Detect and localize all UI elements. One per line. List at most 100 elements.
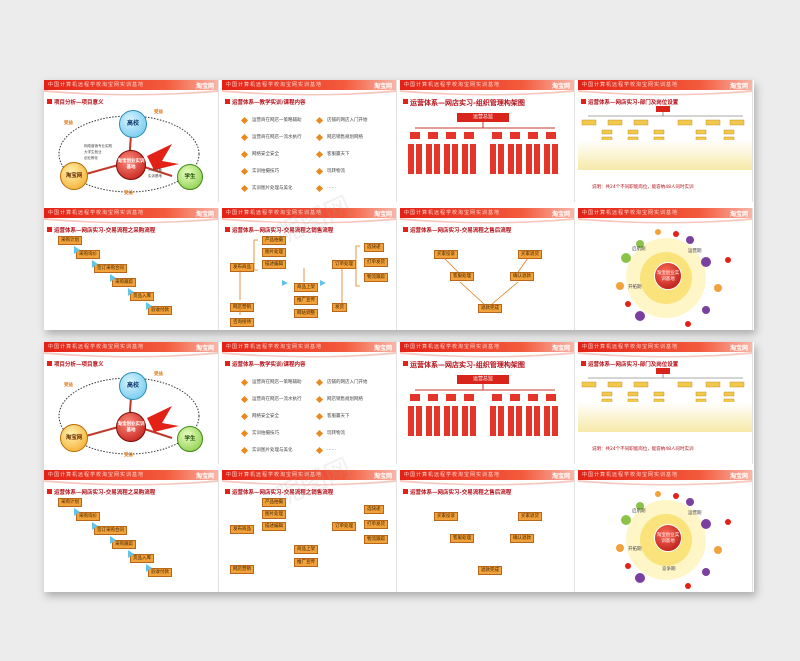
course-item: 玩转物流	[327, 169, 345, 174]
flow-step: 买家退货	[518, 512, 542, 521]
bullet-icon	[315, 395, 324, 404]
org-tree	[408, 384, 558, 436]
slide-course-content: 中国计算机远程学校淘宝网实训基地 淘宝网 运营体系—教学实训/课程内容 运营商在…	[222, 80, 397, 202]
org-tree	[408, 122, 558, 174]
slide-org-chart: 中国计算机远程学校淘宝网实训基地 淘宝网 运营体系—网店实习-组织管理构架图 运…	[400, 342, 575, 464]
flow-step: 发布商品	[230, 263, 254, 272]
flow-step: 买家投诉	[434, 250, 458, 259]
header-swoosh	[578, 90, 752, 96]
node-student: 学生	[177, 164, 203, 190]
arrow-text: 大学生就业	[84, 150, 102, 154]
taobao-logo: 淘宝网	[195, 83, 214, 90]
flow-step: 货品入库	[130, 292, 154, 301]
flow-step: 咨询接待	[230, 318, 254, 327]
course-item: 实训拍摄技巧	[252, 169, 279, 174]
slide-org-chart: 中国计算机远程学校淘宝网实训基地 淘宝网 运营体系—网店实习-组织管理构架图 运…	[400, 80, 575, 202]
gain-label: 受益	[64, 121, 73, 126]
flow-step: 图片处理	[262, 510, 286, 519]
bullet-icon	[240, 429, 249, 438]
flow-step: 买家退货	[518, 250, 542, 259]
bullet-icon	[315, 378, 324, 387]
bullet-icon	[240, 133, 249, 142]
slide-board-top: 中国计算机远程学校淘宝网实训基地 淘宝网 项目分析—项目意义 高校 淘宝网 学生…	[44, 80, 754, 330]
header-swoosh	[222, 90, 396, 96]
yellow-band	[578, 140, 752, 170]
flow-step: 产品拍摄	[262, 236, 286, 245]
title-marker	[47, 227, 52, 232]
flow-arrows	[443, 257, 529, 305]
slide-title: 运营体系—网店实习-交易流程之销售流程	[232, 228, 334, 234]
taobao-logo: 淘宝网	[195, 345, 214, 352]
header-subtitle: 中国计算机远程学校淘宝网实训基地	[404, 472, 501, 478]
flow-step: 退款完成	[478, 566, 502, 575]
course-item: ……	[327, 185, 336, 190]
slide-positions: 中国计算机远程学校淘宝网实训基地 淘宝网 运营体系—网店实习-部门及岗位设置 说…	[578, 342, 753, 464]
slide-title: 项目分析—项目意义	[54, 362, 104, 368]
header-swoosh	[400, 480, 574, 486]
flow-step: 货品入库	[130, 554, 154, 563]
flow-step: 签订采购合同	[94, 526, 127, 535]
gain-label: 受益	[154, 110, 163, 115]
slide-sales-flow: 中国计算机远程学校淘宝网实训基地 淘宝网 运营体系—网店实习-交易流程之销售流程…	[222, 470, 397, 592]
slide-header-bar: 中国计算机远程学校淘宝网实训基地 淘宝网	[44, 470, 218, 480]
course-item: 客服赢天下	[327, 152, 350, 157]
flow-step: 产品拍摄	[262, 498, 286, 507]
header-subtitle: 中国计算机远程学校淘宝网实训基地	[404, 82, 501, 88]
slide-title: 运营体系—网店实习-交易流程之售后流程	[410, 228, 512, 234]
header-subtitle: 中国计算机远程学校淘宝网实训基地	[404, 210, 501, 216]
bullet-icon	[240, 446, 249, 455]
bullet-icon	[240, 378, 249, 387]
course-item: 玩转物流	[327, 431, 345, 436]
phase-label: 开拓期	[628, 547, 642, 552]
slide-header-bar: 中国计算机远程学校淘宝网实训基地 淘宝网	[400, 470, 574, 480]
phase-label: 运营期	[688, 511, 702, 516]
header-subtitle: 中国计算机远程学校淘宝网实训基地	[48, 344, 145, 350]
flow-step: 采购询价	[76, 512, 100, 521]
header-swoosh	[400, 90, 574, 96]
flow-step: 买家投诉	[434, 512, 458, 521]
title-marker	[225, 361, 230, 366]
slide-title: 运营体系—网店实习-组织管理构架图	[410, 361, 525, 369]
slide-header-bar: 中国计算机远程学校淘宝网实训基地 淘宝网	[578, 208, 752, 218]
slide-title: 运营体系—教学实训/课程内容	[232, 100, 306, 106]
title-marker	[47, 361, 52, 366]
phase-label: 启航期	[632, 247, 646, 252]
slide-course-content: 中国计算机远程学校淘宝网实训基地 淘宝网 运营体系—教学实训/课程内容 运营商在…	[222, 342, 397, 464]
slide-title: 运营体系—教学实训/课程内容	[232, 362, 306, 368]
slide-title: 运营体系—网店实习-交易流程之售后流程	[410, 490, 512, 496]
course-item: 运营商在网店一流水执行	[252, 397, 302, 402]
course-item: 网络安全安全	[252, 414, 279, 419]
slide-header-bar: 中国计算机远程学校淘宝网实训基地 淘宝网	[578, 470, 752, 480]
taobao-logo: 淘宝网	[195, 211, 214, 218]
bullet-icon	[240, 167, 249, 176]
course-item: 运营商在网店一策略辅助	[252, 380, 302, 385]
header-subtitle: 中国计算机远程学校淘宝网实训基地	[48, 82, 145, 88]
header-subtitle: 中国计算机远程学校淘宝网实训基地	[404, 344, 501, 350]
header-swoosh	[400, 218, 574, 224]
title-marker	[47, 99, 52, 104]
taobao-logo: 淘宝网	[551, 473, 570, 480]
header-subtitle: 中国计算机远程学校淘宝网实训基地	[48, 472, 145, 478]
phase-label: 运营期	[688, 249, 702, 254]
bullet-icon	[315, 116, 324, 125]
phase-label: 竞争期	[662, 567, 676, 572]
course-item: 店铺的网店入门开始	[327, 118, 368, 123]
phase-label: 开拓期	[628, 285, 642, 290]
slide-header-bar: 中国计算机远程学校淘宝网实训基地 淘宝网	[44, 208, 218, 218]
arrow-text: 人才储备	[148, 168, 162, 172]
taobao-logo: 淘宝网	[195, 473, 214, 480]
taobao-logo: 淘宝网	[729, 211, 748, 218]
flow-step: 描述编辑	[262, 522, 286, 531]
slide-purchase-flow: 中国计算机远程学校淘宝网实训基地 淘宝网 运营体系—网店实习-交易流程之采购流程…	[44, 208, 219, 330]
course-item: 客服赢天下	[327, 414, 350, 419]
flow-step: 采购跟踪	[112, 278, 136, 287]
slide-project-significance: 中国计算机远程学校淘宝网实训基地 淘宝网 项目分析—项目意义 高校 淘宝网 学生…	[44, 80, 219, 202]
title-marker	[47, 489, 52, 494]
bullet-icon	[315, 412, 324, 421]
slide-header-bar: 中国计算机远程学校淘宝网实训基地 淘宝网	[44, 342, 218, 352]
bullet-icon	[240, 184, 249, 193]
bullet-icon	[315, 184, 324, 193]
course-item: 网络安全安全	[252, 152, 279, 157]
flow-arrows	[239, 239, 360, 315]
flow-step: 发货	[332, 303, 347, 312]
